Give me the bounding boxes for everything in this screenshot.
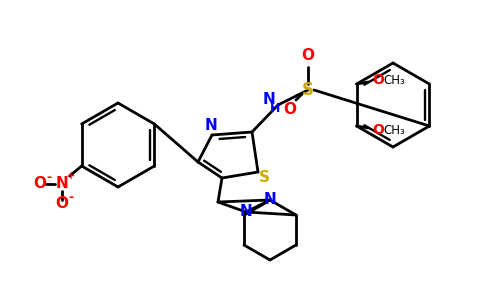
- Text: O: O: [55, 196, 68, 211]
- Text: N: N: [240, 205, 252, 220]
- Text: O: O: [373, 123, 385, 137]
- Text: -: -: [46, 170, 51, 184]
- Text: O: O: [302, 47, 315, 62]
- Text: S: S: [258, 170, 270, 185]
- Text: H: H: [270, 101, 280, 115]
- Text: +: +: [67, 171, 75, 181]
- Text: N: N: [264, 193, 276, 208]
- Text: N: N: [263, 92, 275, 107]
- Text: O: O: [284, 103, 297, 118]
- Text: -: -: [68, 190, 73, 203]
- Text: N: N: [205, 118, 217, 134]
- Text: N: N: [55, 176, 68, 191]
- Text: O: O: [33, 176, 46, 191]
- Text: CH₃: CH₃: [384, 124, 406, 136]
- Text: S: S: [302, 81, 314, 99]
- Text: O: O: [373, 73, 385, 87]
- Text: CH₃: CH₃: [384, 74, 406, 86]
